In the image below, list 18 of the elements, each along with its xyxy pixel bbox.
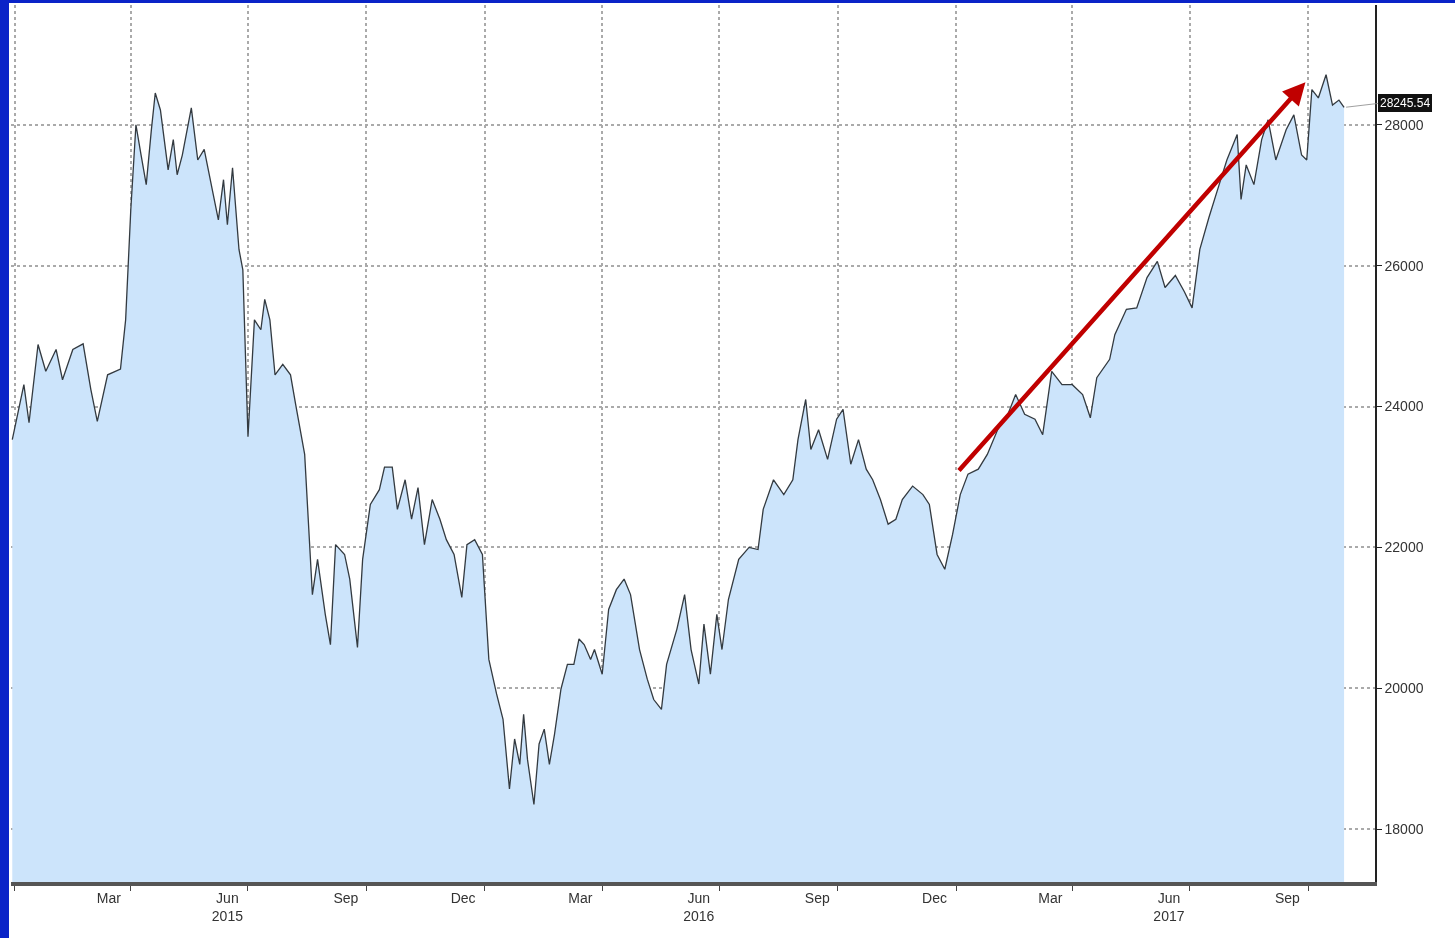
- y-tick-label: 20000: [1384, 680, 1424, 697]
- x-tick-label: Dec: [450, 889, 476, 906]
- x-tick-label: Jun 2017: [1153, 889, 1185, 924]
- x-tick-label: Sep: [333, 889, 359, 906]
- x-tick-label: Jun 2015: [211, 889, 244, 924]
- x-tick-label: Sep: [804, 889, 830, 906]
- x-tick-label: Mar: [96, 889, 122, 906]
- x-tick-label: Jun 2016: [683, 889, 715, 924]
- x-tick-label: Sep: [1274, 889, 1301, 906]
- annotation: 28245.54: [1380, 96, 1431, 110]
- y-tick-label: 18000: [1384, 821, 1424, 838]
- y-tick-label: 28000: [1384, 116, 1424, 133]
- y-tick-label: 24000: [1384, 398, 1424, 415]
- y-tick-label: 26000: [1384, 257, 1424, 274]
- x-tick-label: Dec: [922, 889, 947, 906]
- y-tick-label: 22000: [1384, 539, 1424, 556]
- x-tick-label: Mar: [568, 889, 593, 906]
- x-tick-label: Mar: [1038, 889, 1063, 906]
